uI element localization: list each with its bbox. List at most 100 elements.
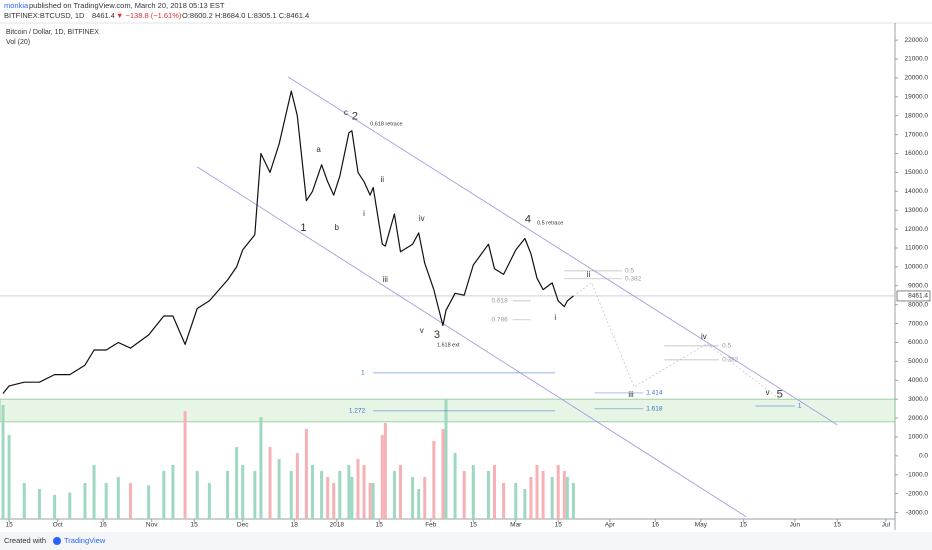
- x-tick-label: 16: [100, 522, 108, 529]
- volume-bar: [171, 465, 175, 519]
- x-tick-label: Feb: [425, 522, 437, 529]
- x-tick-label: Apr: [605, 522, 616, 529]
- fib-label: 0.382: [625, 276, 642, 283]
- volume-bar: [183, 411, 187, 519]
- x-tick-label: Dec: [237, 522, 249, 529]
- volume-bar: [514, 483, 518, 519]
- volume-bar: [277, 459, 281, 519]
- volume-bar: [326, 477, 330, 519]
- volume-bar: [502, 483, 506, 519]
- volume-bar: [195, 471, 199, 519]
- projection-path: [573, 282, 780, 400]
- volume-bar: [444, 399, 448, 519]
- wave-label: i: [554, 313, 556, 322]
- volume-bar: [441, 429, 445, 519]
- y-tick-label: 8000.0: [908, 301, 928, 308]
- volume-bar: [92, 465, 96, 519]
- volume-bar: [53, 495, 57, 519]
- volume-bar: [320, 471, 324, 519]
- x-tick-label: 15: [191, 522, 199, 529]
- support-zone: [0, 398, 896, 423]
- wave-label: ii: [587, 270, 591, 279]
- x-tick-label: 18: [291, 522, 299, 529]
- volume-bar: [207, 483, 211, 519]
- y-tick-label: 17000.0: [905, 131, 929, 138]
- published: published on TradingView.com, March 20, …: [29, 1, 225, 10]
- volume-bar: [541, 471, 545, 519]
- change: ▼ −138.8 (−1.61%): [116, 11, 182, 20]
- wave-label: 4: [525, 214, 531, 226]
- volume-bar: [432, 441, 436, 519]
- volume-bar: [471, 465, 475, 519]
- x-tick-label: 15: [834, 522, 842, 529]
- volume-bar: [368, 483, 372, 519]
- last-price: 8461.4: [92, 11, 115, 20]
- volume-bar: [128, 483, 132, 519]
- y-tick-label: 13000.0: [905, 207, 929, 214]
- volume-bar: [295, 453, 299, 519]
- volume-bar: [486, 471, 490, 519]
- x-tick-label: 15: [376, 522, 384, 529]
- y-tick-label: 14000.0: [905, 188, 929, 195]
- volume-bar: [423, 477, 427, 519]
- wave-label: 0.618 retrace: [370, 121, 402, 127]
- volume-bar: [268, 447, 272, 519]
- author[interactable]: monkia: [4, 1, 29, 10]
- wave-label: iv: [419, 214, 425, 223]
- x-tick-label: Nov: [146, 522, 158, 529]
- footer-brand[interactable]: TradingView: [64, 536, 106, 545]
- channel-line: [287, 76, 838, 426]
- volume-bar: [380, 435, 384, 519]
- fib-label: 0.786: [491, 317, 508, 324]
- y-tick-label: 3000.0: [908, 396, 928, 403]
- x-tick-label: 15: [555, 522, 563, 529]
- x-tick-label: Oct: [53, 522, 63, 529]
- volume-bar: [493, 465, 497, 519]
- volume-bar: [356, 459, 360, 519]
- volume-bar: [371, 483, 375, 519]
- wave-label: iv: [701, 332, 707, 341]
- y-tick-label: 4000.0: [908, 377, 928, 384]
- volume-bar: [347, 465, 351, 519]
- volume-bar: [565, 477, 569, 519]
- wave-label: b: [335, 223, 340, 232]
- volume-bar: [1, 405, 5, 519]
- volume-bar: [7, 435, 11, 519]
- volume-bar: [253, 471, 257, 519]
- y-tick-label: -1000.0: [906, 471, 928, 478]
- y-tick-label: 0.0: [919, 453, 928, 460]
- wave-label: v: [420, 326, 424, 335]
- volume-bar: [68, 492, 72, 519]
- y-tick-label: 5000.0: [908, 358, 928, 365]
- wave-label: 2: [352, 111, 358, 123]
- y-tick-label: 19000.0: [905, 94, 929, 101]
- volume-bar: [259, 417, 263, 519]
- wave-label: ii: [380, 175, 384, 184]
- volume-bar: [383, 423, 387, 519]
- y-tick-label: 11000.0: [905, 245, 928, 252]
- y-tick-label: 18000.0: [905, 112, 929, 119]
- chart-subtitle: Vol (20): [6, 39, 30, 46]
- wave-label: a: [316, 145, 321, 154]
- footer-bar: [0, 532, 932, 550]
- x-tick-label: Jul: [882, 522, 891, 529]
- volume-bar: [226, 471, 230, 519]
- wave-label: v: [766, 388, 770, 397]
- y-tick-label: 21000.0: [905, 56, 929, 63]
- volume-bar: [162, 471, 166, 519]
- wave-label: c: [344, 108, 348, 117]
- wave-label: i: [363, 209, 365, 218]
- wave-label: 1.618 ext: [437, 342, 460, 348]
- fib-label: 1.272: [349, 408, 366, 415]
- y-tick-label: -2000.0: [906, 490, 928, 497]
- volume-bar: [535, 465, 539, 519]
- fib-label: 0.5: [722, 343, 731, 350]
- y-tick-label: 16000.0: [905, 150, 929, 157]
- volume-bar: [83, 483, 87, 519]
- wave-label: 0.5 retrace: [537, 220, 563, 226]
- y-tick-label: 9000.0: [908, 283, 928, 290]
- fib-label: 1: [798, 403, 802, 410]
- chart-title: Bitcoin / Dollar, 1D, BITFINEX: [6, 29, 99, 36]
- volume-bar: [417, 489, 421, 519]
